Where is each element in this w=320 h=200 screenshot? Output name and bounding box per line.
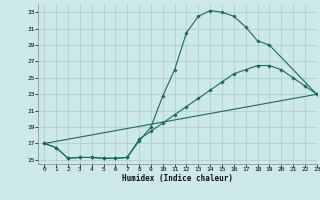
X-axis label: Humidex (Indice chaleur): Humidex (Indice chaleur) bbox=[122, 174, 233, 183]
